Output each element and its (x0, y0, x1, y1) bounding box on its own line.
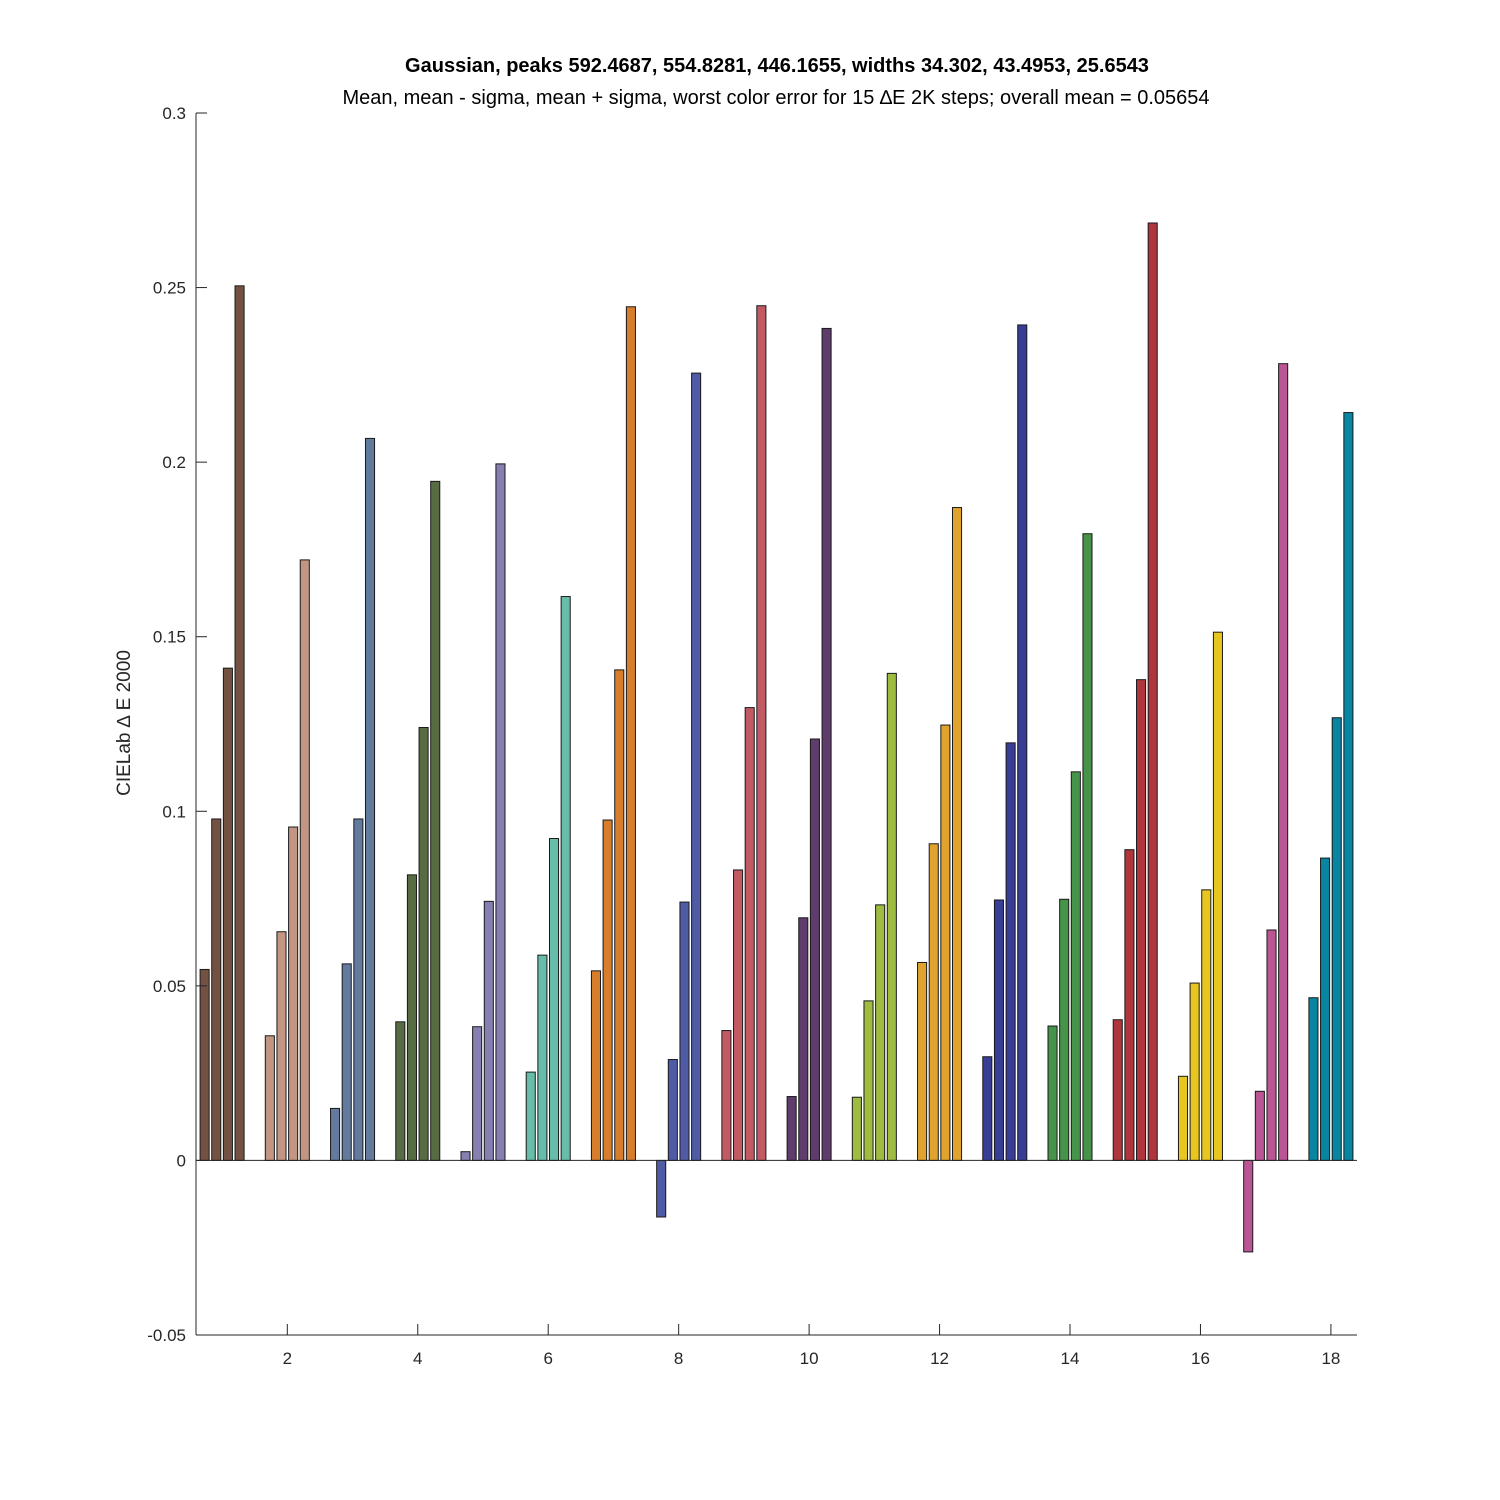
bar-group-13-1 (982, 1056, 993, 1161)
y-tick-label: -0.05 (147, 1326, 186, 1345)
bar-group-6-1 (525, 1071, 536, 1161)
bar-group-12-2 (928, 843, 939, 1161)
bar-group-16-1 (1177, 1075, 1189, 1161)
x-tick-label: 10 (800, 1349, 819, 1368)
bar-group-13-4 (1017, 324, 1028, 1161)
x-tick-label: 18 (1321, 1349, 1340, 1368)
bar-group-7-1 (590, 970, 601, 1161)
bar-group-15-3 (1136, 679, 1147, 1161)
bar-group-6-2 (537, 954, 548, 1161)
chart-title: Gaussian, peaks 592.4687, 554.8281, 446.… (405, 55, 1149, 77)
bar-group-17-3 (1266, 929, 1277, 1161)
bar-group-5-4 (495, 463, 506, 1161)
bar-group-8-3 (679, 901, 690, 1161)
x-tick-label: 14 (1061, 1349, 1080, 1368)
bar-group-2-3 (288, 826, 299, 1161)
bar-group-13-2 (993, 899, 1004, 1161)
bar-group-11-1 (851, 1096, 862, 1161)
x-tick-label: 4 (413, 1349, 422, 1368)
bar-group-5-1 (460, 1151, 471, 1161)
bar-group-5-2 (472, 1026, 483, 1161)
bar-group-4-3 (418, 726, 429, 1161)
y-tick-label: 0.15 (153, 628, 186, 647)
y-tick-label: 0.1 (162, 802, 186, 821)
bar-group-15-4 (1147, 222, 1158, 1161)
bar-group-7-3 (614, 669, 625, 1161)
bar-group-2-1 (264, 1035, 275, 1161)
bar-group-15-2 (1124, 849, 1135, 1161)
bar-group-12-1 (917, 961, 928, 1161)
bar-group-16-3 (1201, 889, 1212, 1161)
y-tick-label: 0.2 (162, 453, 186, 472)
x-tick-label: 6 (543, 1349, 552, 1368)
bar-group-4-4 (430, 480, 441, 1161)
bar-group-1-1 (199, 968, 210, 1161)
y-tick-label: 0.25 (153, 279, 186, 298)
bar-group-11-2 (863, 1000, 874, 1161)
bar-group-6-3 (548, 838, 560, 1161)
bar-group-10-4 (821, 327, 832, 1161)
bar-group-4-2 (406, 874, 417, 1161)
bar-group-3-2 (341, 963, 352, 1161)
bar-group-2-2 (276, 931, 287, 1161)
bars-group (199, 222, 1354, 1253)
bar-group-3-4 (364, 437, 376, 1161)
bar-group-16-2 (1189, 982, 1200, 1161)
bar-group-9-1 (721, 1030, 732, 1161)
bar-group-9-3 (744, 707, 755, 1161)
bar-group-14-3 (1070, 771, 1081, 1161)
bar-group-13-3 (1005, 742, 1016, 1161)
bar-group-11-4 (886, 672, 897, 1161)
bar-group-9-2 (733, 869, 744, 1161)
bar-group-1-2 (211, 818, 222, 1161)
bar-group-17-4 (1278, 363, 1289, 1161)
bar-group-1-3 (222, 667, 233, 1161)
bar-group-10-1 (786, 1096, 797, 1161)
bar-group-12-4 (951, 507, 963, 1161)
y-axis-label: CIELab ∆ E 2000 (114, 650, 135, 796)
bar-group-14-4 (1082, 533, 1093, 1161)
chart-subtitle: Mean, mean - sigma, mean + sigma, worst … (342, 87, 1209, 109)
bar-group-6-4 (560, 596, 571, 1161)
bar-group-7-4 (625, 306, 636, 1161)
bar-group-17-2 (1254, 1090, 1265, 1161)
y-tick-label: 0.05 (153, 977, 186, 996)
bar-group-8-1 (656, 1159, 667, 1218)
bar-group-7-2 (602, 819, 613, 1161)
bar-group-10-3 (809, 738, 820, 1161)
bar-group-11-3 (875, 904, 886, 1161)
bar-group-14-2 (1059, 898, 1070, 1161)
bar-group-2-4 (299, 559, 310, 1161)
x-tick-label: 2 (283, 1349, 292, 1368)
bar-group-14-1 (1047, 1025, 1058, 1161)
x-tick-label: 12 (930, 1349, 949, 1368)
bar-group-10-2 (798, 917, 809, 1161)
bar-group-9-4 (756, 305, 767, 1161)
bar-group-5-3 (483, 900, 494, 1161)
x-tick-label: 8 (674, 1349, 683, 1368)
bar-group-17-1 (1243, 1159, 1254, 1253)
y-tick-label: 0.3 (162, 104, 186, 123)
bar-group-12-3 (940, 724, 951, 1161)
bar-group-8-4 (691, 372, 702, 1161)
bar-group-18-2 (1320, 857, 1331, 1161)
bar-group-1-4 (234, 285, 245, 1161)
x-tick-label: 16 (1191, 1349, 1210, 1368)
bar-group-18-1 (1308, 997, 1319, 1161)
bar-group-4-1 (395, 1021, 406, 1161)
bar-group-18-4 (1343, 412, 1354, 1161)
bar-group-15-1 (1112, 1019, 1123, 1161)
bar-group-18-3 (1331, 717, 1342, 1161)
y-tick-label: 0 (177, 1151, 186, 1170)
bar-group-16-4 (1212, 631, 1223, 1161)
bar-group-3-1 (330, 1107, 341, 1161)
bar-group-3-3 (353, 818, 364, 1161)
bar-group-8-2 (667, 1059, 678, 1161)
axes-group: -0.05 0 0.05 0.1 0.15 0.2 0.25 0.3 2 4 6 8 10 12 14 16 1… (147, 104, 1357, 1368)
